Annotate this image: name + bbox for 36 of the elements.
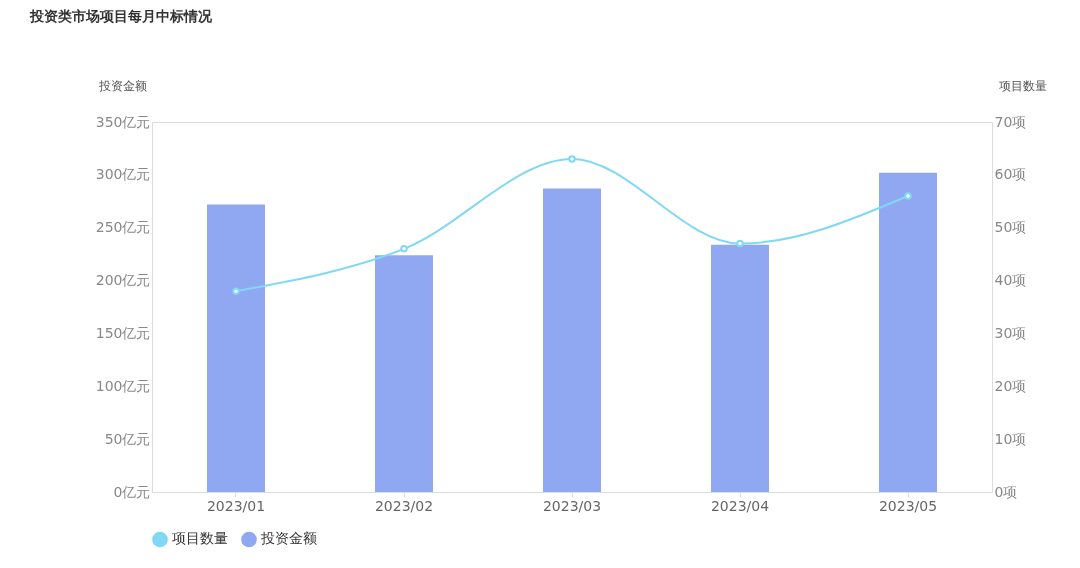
y2-tick-label: 20项 (994, 377, 1027, 394)
x-tick-label: 2023/04 (710, 497, 770, 514)
y2-tick-label: 60项 (994, 166, 1027, 183)
point (400, 245, 408, 253)
point (568, 155, 576, 163)
y2-axis-title: 项目数量 (998, 78, 1047, 93)
chart-title: 投资类市场项目每月中标情况 (29, 8, 214, 24)
x-tick-label: 2023/01 (206, 497, 266, 514)
legend-label: 项目数量 (172, 530, 228, 547)
y-tick-label: 150亿元 (95, 324, 151, 341)
y-tick-label: 100亿元 (95, 377, 151, 394)
bar (711, 244, 769, 492)
y-axis-title: 投资金额 (97, 78, 147, 93)
y-tick-label: 350亿元 (95, 113, 151, 130)
x-tick-label: 2023/03 (542, 497, 602, 514)
x-tick-label: 2023/05 (878, 497, 938, 514)
y2-tick-label: 30项 (994, 324, 1027, 341)
y-tick-label: 200亿元 (95, 272, 151, 289)
bar (375, 255, 433, 492)
y-tick-label: 250亿元 (95, 219, 151, 236)
point (904, 192, 912, 200)
y-tick-label: 0亿元 (113, 483, 151, 500)
y2-tick-label: 40项 (994, 272, 1027, 289)
bar (207, 204, 265, 492)
y2-tick-label: 10项 (994, 430, 1027, 447)
legend-label: 投资金额 (260, 530, 317, 547)
y2-tick-label: 0项 (994, 483, 1018, 500)
point (736, 239, 744, 248)
bar (879, 172, 937, 492)
x-tick-label: 2023/02 (374, 497, 434, 514)
point (232, 287, 240, 295)
y2-tick-label: 50项 (994, 219, 1027, 236)
y2-tick-label: 70项 (994, 113, 1027, 130)
y-tick-label: 300亿元 (95, 166, 151, 183)
bar (543, 188, 601, 492)
y-tick-label: 50亿元 (104, 430, 151, 447)
